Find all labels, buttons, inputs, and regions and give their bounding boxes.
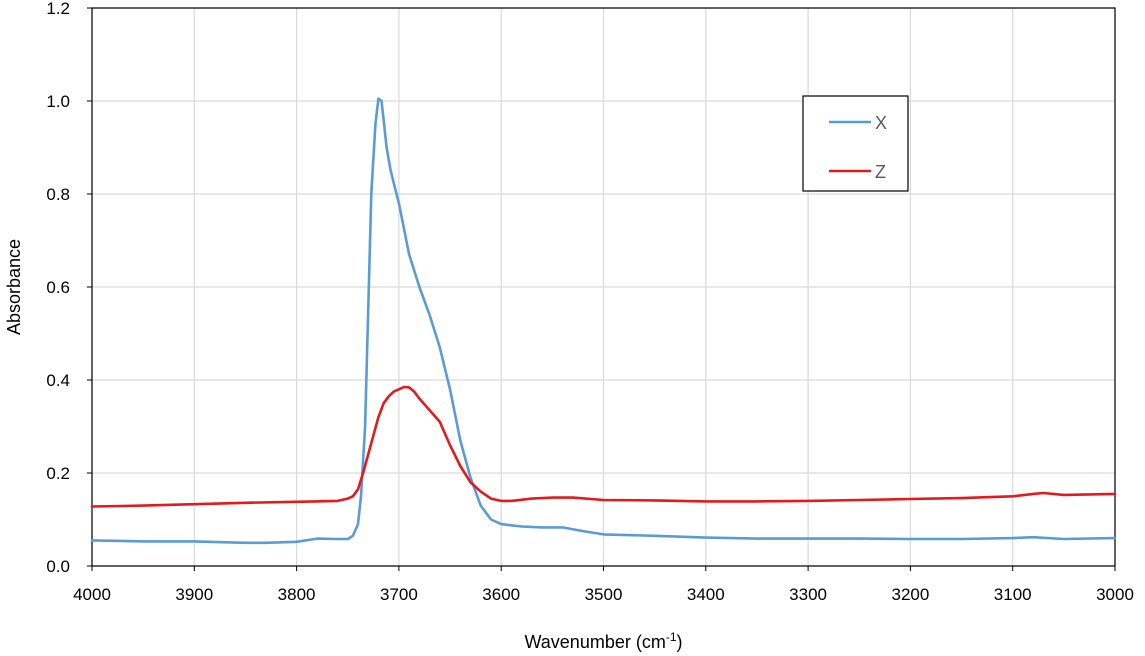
x-tick-label: 3900: [175, 585, 213, 604]
x-tick-label: 3000: [1096, 585, 1134, 604]
legend-label-x: X: [875, 113, 887, 133]
y-axis-ticks: 0.0 0.2 0.4 0.6 0.8 1.0 1.2: [46, 0, 92, 576]
x-tick-label: 3200: [891, 585, 929, 604]
x-axis-title-suffix: ): [677, 632, 683, 652]
y-tick-label: 0.6: [46, 278, 70, 297]
y-tick-label: 1.2: [46, 0, 70, 18]
x-axis-title-superscript: -1: [666, 630, 677, 644]
x-tick-label: 3400: [687, 585, 725, 604]
y-tick-label: 0.0: [46, 557, 70, 576]
x-axis-ticks: 4000 3900 3800 3700 3600 3500 3400 3300 3200 3100…: [73, 566, 1134, 604]
x-axis-title-main: Wavenumber (cm: [524, 632, 665, 652]
x-tick-label: 3700: [380, 585, 418, 604]
series-line-z: [90, 385, 1117, 508]
y-axis-title: Absorbance: [4, 239, 24, 335]
y-tick-label: 1.0: [46, 92, 70, 111]
legend-box: [802, 95, 909, 192]
x-tick-label: 4000: [73, 585, 111, 604]
x-tick-label: 3300: [789, 585, 827, 604]
y-tick-label: 0.4: [46, 371, 70, 390]
legend-label-z: Z: [875, 162, 886, 182]
x-tick-label: 3600: [482, 585, 520, 604]
x-tick-label: 3800: [278, 585, 316, 604]
x-axis-title: Wavenumber (cm-1): [524, 630, 682, 652]
y-tick-label: 0.2: [46, 464, 70, 483]
x-tick-label: 3100: [994, 585, 1032, 604]
y-tick-label: 0.8: [46, 185, 70, 204]
x-tick-label: 3500: [585, 585, 623, 604]
series: [90, 97, 1117, 545]
series-line-x: [90, 97, 1117, 545]
grid: [91, 7, 1116, 567]
legend: XZ: [802, 95, 909, 192]
